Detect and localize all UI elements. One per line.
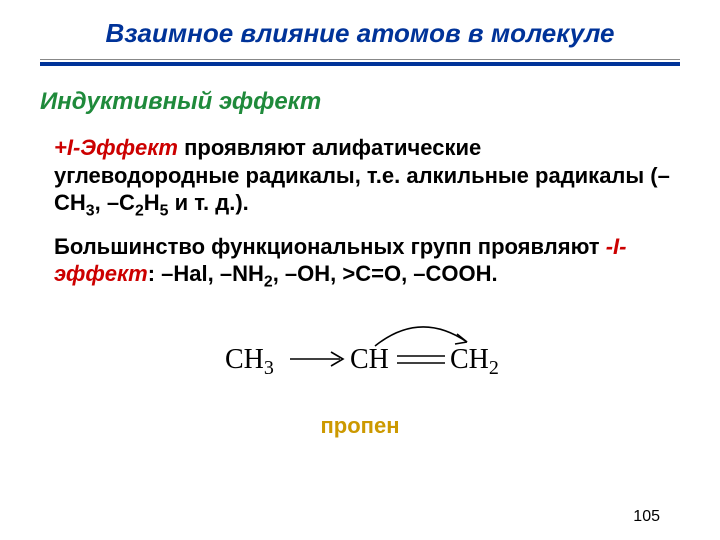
p2-c: , –OH, >C=O, –COOH. (273, 261, 498, 286)
propene-diagram: CH3 CH CH2 (40, 308, 680, 403)
slide-title: Взаимное влияние атомов в молекуле (40, 18, 680, 49)
ch-mid-text: CH (350, 344, 389, 375)
body-text: +I-Эффект проявляют алифатические углево… (40, 134, 680, 288)
ch2-text: CH2 (450, 344, 499, 379)
p1-sub2: 2 (135, 202, 144, 219)
p1-d: и т. д.). (168, 190, 248, 215)
ch3-text: CH3 (225, 344, 274, 379)
plus-i-label: +I-Эффект (54, 135, 178, 160)
p1-sub1: 3 (86, 202, 95, 219)
diagram-caption: пропен (40, 413, 680, 439)
slide: Взаимное влияние атомов в молекуле Индук… (0, 0, 720, 540)
p1-b: , –C (95, 190, 135, 215)
rule-thin (40, 59, 680, 60)
rule-thick (40, 62, 680, 66)
page-number: 105 (633, 508, 660, 526)
paragraph-1: +I-Эффект проявляют алифатические углево… (54, 134, 670, 217)
p2-b: : –Hal, –NH (148, 261, 264, 286)
paragraph-2: Большинство функциональных групп проявля… (54, 233, 670, 288)
subheading: Индуктивный эффект (40, 88, 680, 116)
title-underline (40, 59, 680, 66)
p1-c: H (144, 190, 160, 215)
diagram-svg: CH3 CH CH2 (205, 308, 515, 398)
p2-sub1: 2 (264, 273, 273, 290)
p2-a: Большинство функциональных групп проявля… (54, 234, 606, 259)
